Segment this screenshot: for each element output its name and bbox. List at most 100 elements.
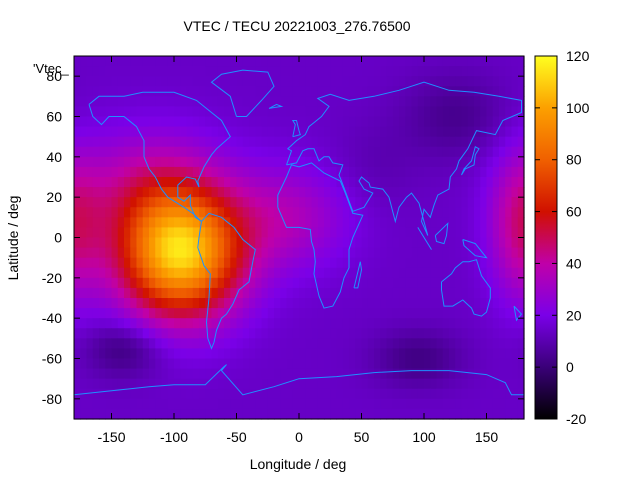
heatmap-cell bbox=[392, 287, 400, 299]
heatmap-cell bbox=[167, 76, 175, 87]
heatmap-cell bbox=[455, 177, 463, 188]
x-tick-label: -150 bbox=[97, 429, 125, 445]
heatmap-cell bbox=[186, 287, 194, 299]
heatmap-cell bbox=[349, 66, 356, 77]
heatmap-cell bbox=[92, 348, 100, 360]
heatmap-cell bbox=[324, 66, 331, 77]
heatmap-cell bbox=[86, 217, 94, 229]
heatmap-cell bbox=[436, 177, 444, 188]
heatmap-cell bbox=[99, 187, 106, 198]
heatmap-cell bbox=[455, 217, 463, 229]
heatmap-cell bbox=[299, 348, 306, 360]
heatmap-cell bbox=[324, 237, 331, 249]
heatmap-cell bbox=[236, 388, 244, 400]
heatmap-cell bbox=[386, 398, 394, 410]
heatmap-cell bbox=[392, 298, 400, 309]
heatmap-cell bbox=[411, 116, 419, 128]
heatmap-cell bbox=[111, 56, 119, 67]
heatmap-cell bbox=[199, 56, 206, 67]
heatmap-cell bbox=[505, 277, 513, 289]
heatmap-cell bbox=[517, 348, 525, 360]
heatmap-cell bbox=[142, 287, 150, 299]
heatmap-cell bbox=[386, 96, 394, 108]
heatmap-cell bbox=[217, 267, 225, 279]
heatmap-cell bbox=[99, 287, 106, 299]
heatmap-cell bbox=[505, 227, 513, 239]
heatmap-cell bbox=[155, 177, 163, 188]
heatmap-cell bbox=[486, 247, 494, 259]
heatmap-cell bbox=[480, 56, 488, 67]
heatmap-cell bbox=[330, 368, 338, 380]
heatmap-cell bbox=[324, 277, 331, 289]
heatmap-cell bbox=[105, 86, 113, 97]
heatmap-cell bbox=[336, 247, 344, 259]
heatmap-cell bbox=[361, 146, 369, 158]
x-tick-label: 50 bbox=[354, 429, 370, 445]
heatmap-cell bbox=[455, 408, 463, 420]
heatmap-cell bbox=[411, 146, 419, 158]
y-tick-label: 80 bbox=[46, 68, 62, 84]
heatmap-cell bbox=[149, 106, 156, 118]
heatmap-cell bbox=[336, 237, 344, 249]
heatmap-cell bbox=[255, 86, 263, 97]
heatmap-cell bbox=[105, 298, 113, 309]
heatmap-cell bbox=[224, 237, 231, 249]
heatmap-cell bbox=[155, 237, 163, 249]
heatmap-cell bbox=[361, 267, 369, 279]
heatmap-cell bbox=[430, 207, 438, 218]
heatmap-cell bbox=[161, 267, 169, 279]
heatmap-cell bbox=[230, 388, 238, 400]
heatmap-cell bbox=[205, 217, 213, 229]
heatmap-cell bbox=[149, 136, 156, 148]
heatmap-cell bbox=[161, 116, 169, 128]
heatmap-cell bbox=[174, 277, 181, 289]
heatmap-cell bbox=[517, 136, 525, 148]
heatmap-cell bbox=[505, 86, 513, 97]
heatmap-cell bbox=[99, 378, 106, 390]
heatmap-cell bbox=[92, 247, 100, 259]
heatmap-cell bbox=[424, 86, 431, 97]
heatmap-cell bbox=[305, 217, 313, 229]
heatmap-cell bbox=[367, 388, 375, 400]
heatmap-cell bbox=[230, 308, 238, 319]
heatmap-cell bbox=[430, 328, 438, 339]
heatmap-cell bbox=[461, 76, 469, 87]
heatmap-cell bbox=[230, 237, 238, 249]
heatmap-cell bbox=[105, 146, 113, 158]
heatmap-cell bbox=[330, 66, 338, 77]
heatmap-cell bbox=[305, 207, 313, 218]
heatmap-cell bbox=[255, 136, 263, 148]
heatmap-cell bbox=[249, 207, 256, 218]
heatmap-cell bbox=[180, 257, 188, 269]
heatmap-cell bbox=[392, 197, 400, 208]
heatmap-cell bbox=[499, 277, 506, 289]
heatmap-cell bbox=[461, 187, 469, 198]
heatmap-cell bbox=[355, 298, 363, 309]
heatmap-cell bbox=[486, 126, 494, 138]
heatmap-cell bbox=[242, 217, 250, 229]
heatmap-cell bbox=[292, 388, 300, 400]
heatmap-cell bbox=[117, 318, 125, 329]
heatmap-cell bbox=[480, 166, 488, 178]
heatmap-cell bbox=[242, 156, 250, 168]
heatmap-cell bbox=[224, 227, 231, 239]
heatmap-cell bbox=[342, 156, 350, 168]
heatmap-cell bbox=[411, 106, 419, 118]
heatmap-cell bbox=[317, 86, 325, 97]
heatmap-cell bbox=[467, 287, 475, 299]
heatmap-cell bbox=[74, 116, 81, 128]
heatmap-cell bbox=[330, 166, 338, 178]
heatmap-cell bbox=[511, 126, 519, 138]
heatmap-cell bbox=[505, 106, 513, 118]
heatmap-cell bbox=[142, 66, 150, 77]
heatmap-cell bbox=[124, 398, 131, 410]
heatmap-cell bbox=[286, 76, 294, 87]
heatmap-cell bbox=[149, 126, 156, 138]
heatmap-cell bbox=[317, 207, 325, 218]
heatmap-cell bbox=[305, 96, 313, 108]
heatmap-cell bbox=[380, 277, 388, 289]
heatmap-cell bbox=[130, 187, 138, 198]
heatmap-cell bbox=[180, 287, 188, 299]
heatmap-cell bbox=[324, 126, 331, 138]
heatmap-cell bbox=[136, 66, 144, 77]
